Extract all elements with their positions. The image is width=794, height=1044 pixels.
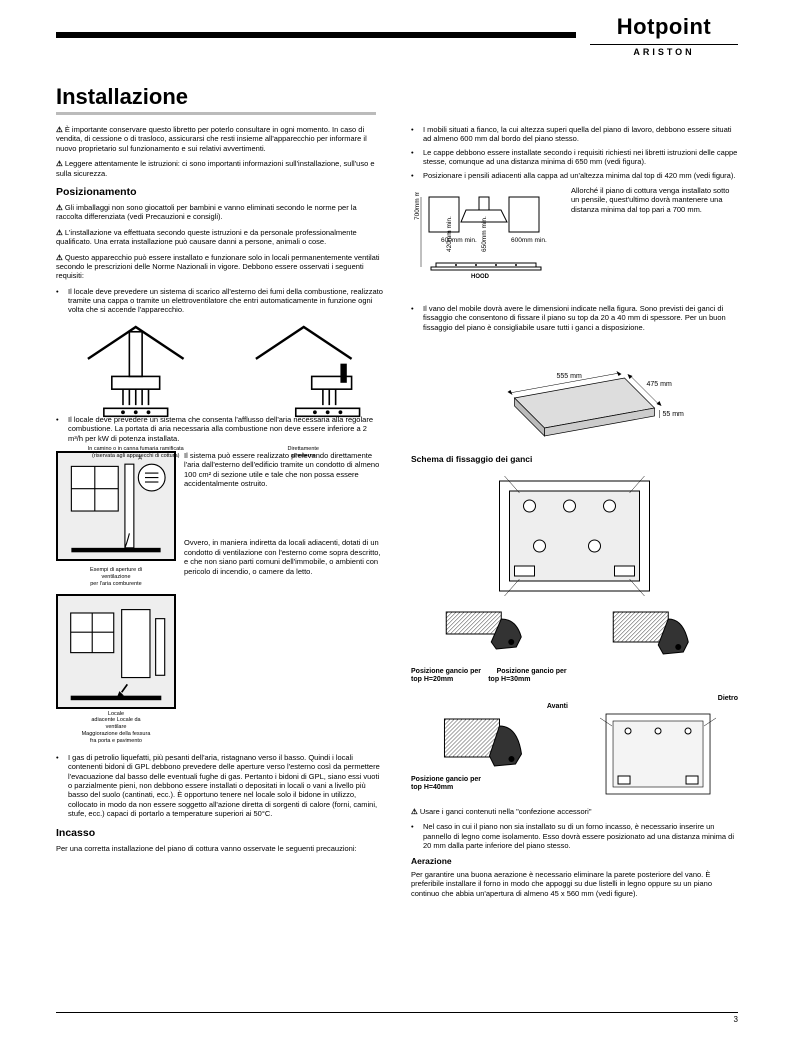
page-number: 3 <box>734 1015 738 1024</box>
caption-openings: Esempi di aperture di ventilazione per l… <box>56 567 176 588</box>
hook-underside-diagram <box>411 471 738 601</box>
brand-logo: Hotpoint ARISTON <box>590 14 738 57</box>
incasso-heading: Incasso <box>56 827 383 840</box>
bullet-cabinets: I mobili situati a fianco, la cui altezz… <box>423 125 738 144</box>
incasso-para: Per una corretta installazione del piano… <box>56 844 383 853</box>
ventilation-diagrams: In camino o in canna fumaria ramificata … <box>56 319 383 409</box>
cutout-depth: 475 mm <box>647 381 672 388</box>
direct-vent-diagram <box>224 319 383 447</box>
dim-420: 420mm min. <box>446 216 453 252</box>
caption-adjacent: Locale adiacente Locale da ventilare <box>56 711 176 732</box>
dim-600b: 600mm min. <box>511 237 547 244</box>
rear-diagram <box>578 706 738 801</box>
caption-gap: Maggiorazione della fessura fra porta e … <box>56 731 176 745</box>
hook-accessory-warning: Usare i ganci contenuti nella "confezion… <box>411 807 738 816</box>
sidebox-text-2: Ovvero, in maniera indiretta da locali a… <box>184 538 383 576</box>
hook-scheme-heading: Schema di fissaggio dei ganci <box>411 454 738 465</box>
cutout-width: 555 mm <box>557 373 582 380</box>
hood-brand: HOOD <box>471 274 490 280</box>
intro-warning-1: È importante conservare questo libretto … <box>56 125 383 153</box>
aeration-para: Per garantire una buona aerazione è nece… <box>411 870 738 898</box>
cutout-diagram: 555 mm 475 mm 55 mm <box>411 338 738 448</box>
bullet-lpg: I gas di petrolio liquefatti, più pesant… <box>68 753 383 819</box>
bullet-exhaust: Il locale deve prevedere un sistema di s… <box>68 287 383 315</box>
dim-650: 650mm min. <box>481 216 488 252</box>
bullet-cutout: Il vano del mobile dovrà avere le dimens… <box>423 304 738 332</box>
intro-warning-2: Leggere attentamente le istruzioni: ci s… <box>56 159 383 178</box>
logo-main: Hotpoint <box>590 14 738 40</box>
page-footer: 3 <box>56 1012 738 1024</box>
page-title: Installazione <box>56 84 376 115</box>
right-column: •I mobili situati a fianco, la cui altez… <box>411 125 738 904</box>
back-label: Dietro <box>578 695 738 704</box>
front-label: Avanti <box>411 703 568 712</box>
bullet-wall-units: Posizionare i pensili adiacenti alla cap… <box>423 171 735 180</box>
bullet-wood-panel: Nel caso in cui il piano non sia install… <box>423 822 738 850</box>
aeration-heading: Aerazione <box>411 856 738 867</box>
pos-para-1: Gli imballaggi non sono giocattoli per b… <box>56 203 383 222</box>
bullet-hoods: Le cappe debbono essere installate secon… <box>423 148 738 167</box>
ventilation-opening-diagram: A <box>56 451 176 561</box>
hook-30-diagram <box>578 607 739 662</box>
hook-40-diagram <box>411 714 568 774</box>
adjacent-room-diagram <box>56 594 176 709</box>
direct-caption: Direttamente all'esterno <box>224 446 384 460</box>
positioning-heading: Posizionamento <box>56 186 383 199</box>
cutout-height: 55 mm <box>663 411 685 418</box>
pos-para-2: L'installazione va effettuata secondo qu… <box>56 228 383 247</box>
header-rule <box>56 32 576 38</box>
hook-caption-40: Posizione gancio per top H=40mm <box>411 776 568 794</box>
hook-20-diagram <box>411 607 572 662</box>
chimney-caption: In camino o in canna fumaria ramificata … <box>56 446 216 460</box>
hood-warning: Allorché il piano di cottura venga insta… <box>571 186 738 214</box>
pos-para-3: Questo apparecchio può essere installato… <box>56 253 383 281</box>
logo-sub: ARISTON <box>590 47 738 57</box>
chimney-diagram <box>56 319 215 447</box>
left-column: È importante conservare questo libretto … <box>56 125 383 904</box>
dim-700: 700mm min. <box>414 192 421 220</box>
hook-caption-20-30: Posizione gancio per Posizione gancio pe… <box>411 668 738 686</box>
hood-clearance-diagram: 700mm min. 600mm min. 420mm min. 650mm m… <box>411 192 561 292</box>
